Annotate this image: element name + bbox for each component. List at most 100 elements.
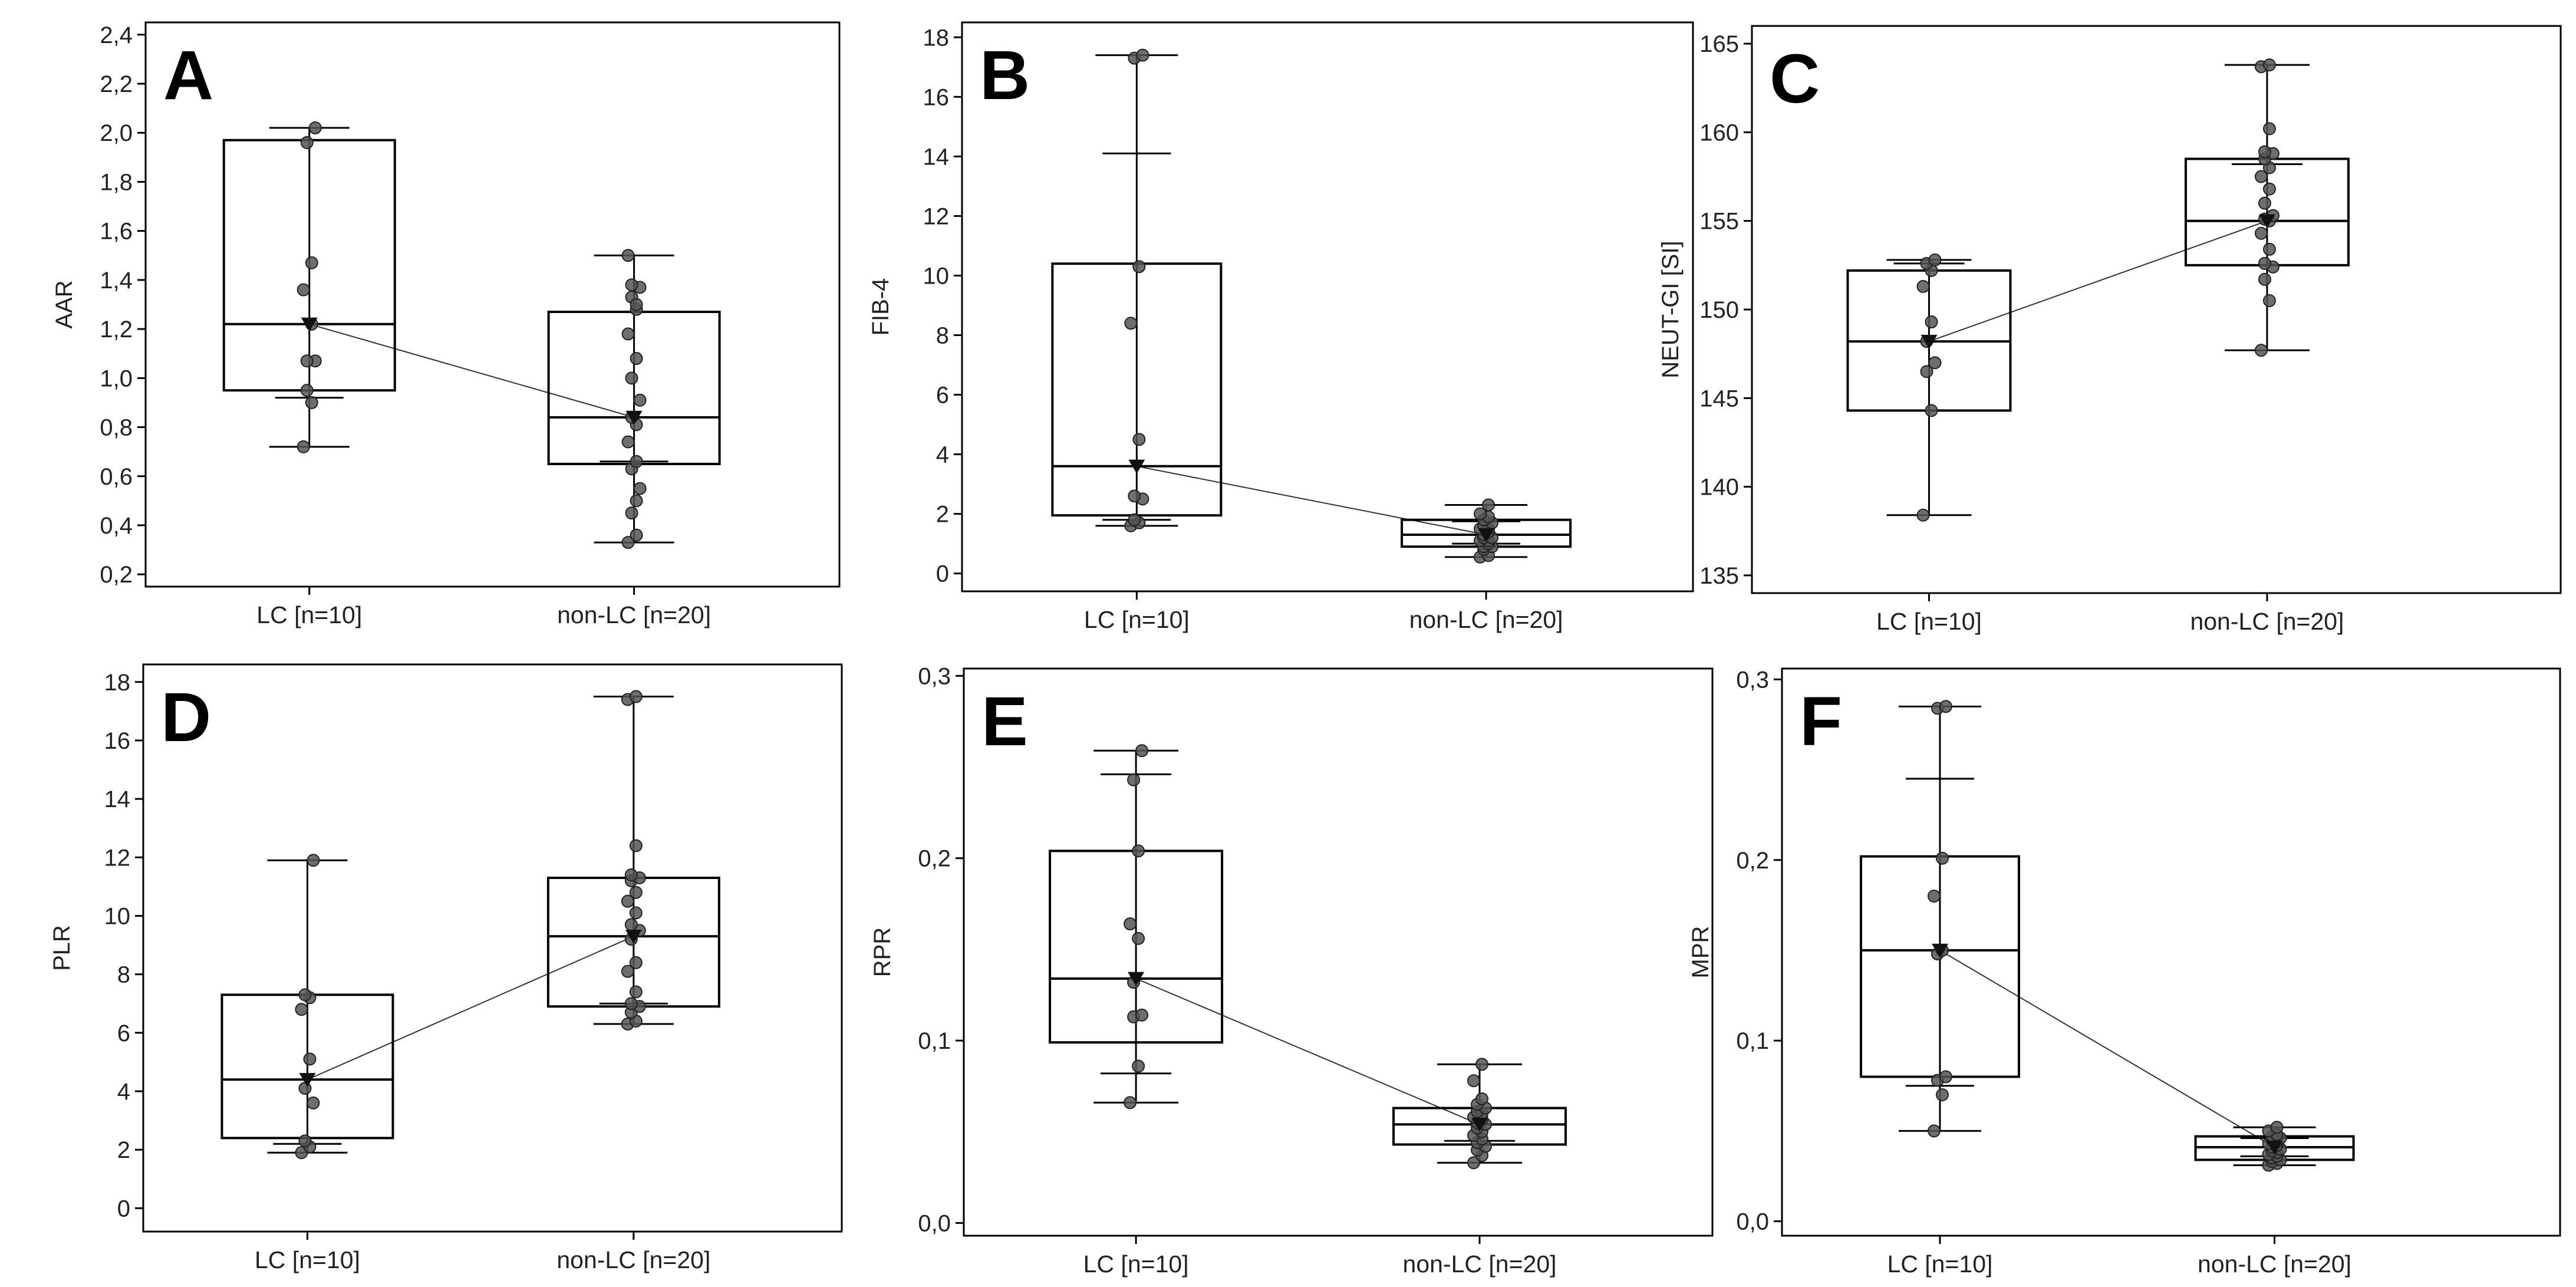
- data-point: [1935, 1088, 1949, 1102]
- y-tick-label: 0,2: [918, 846, 951, 872]
- y-tick-label: 0,1: [1736, 1028, 1769, 1054]
- y-tick-label: 0,1: [918, 1028, 951, 1054]
- y-tick-label: 10: [923, 263, 950, 289]
- y-tick-label: 14: [923, 144, 950, 170]
- y-tick-label: 1,0: [100, 366, 133, 391]
- y-axis-title: FIB-4: [868, 278, 894, 336]
- panel-letter: C: [1770, 40, 1820, 118]
- panel-letter: E: [981, 683, 1028, 761]
- data-point: [1128, 513, 1141, 526]
- data-point: [624, 918, 638, 931]
- y-axis-title: NEUT-GI [SI]: [1658, 241, 1684, 378]
- data-point: [1928, 253, 1942, 266]
- data-point: [1132, 260, 1146, 274]
- data-point: [621, 894, 634, 908]
- data-point: [308, 121, 322, 134]
- y-tick-label: 155: [1699, 209, 1739, 235]
- data-point: [305, 256, 318, 269]
- category-label: LC [n=10]: [1876, 608, 1982, 635]
- y-tick-label: 0,6: [100, 464, 133, 490]
- box-group-lc: [220, 854, 394, 1160]
- data-point: [1132, 844, 1145, 858]
- y-tick-label: 0,3: [918, 663, 951, 689]
- box-group-lc: [222, 121, 396, 453]
- data-point: [1474, 507, 1487, 521]
- data-point: [629, 956, 643, 969]
- data-point: [621, 327, 635, 341]
- box-group-non-lc: [1401, 498, 1572, 564]
- data-point: [2254, 226, 2268, 240]
- data-point: [2270, 1121, 2284, 1134]
- mean-marker: [2266, 1140, 2283, 1155]
- panel-d: D PLR 0 2 4 6 8 10 12 14 16 18 LC [n=10] non-LC [n=20…: [49, 663, 843, 1273]
- mean-marker: [1471, 1118, 1488, 1132]
- data-point: [1135, 1008, 1149, 1022]
- category-label: non-LC [n=20]: [1403, 1250, 1557, 1278]
- y-tick-label: 150: [1699, 297, 1739, 323]
- y-tick-label: 0,4: [100, 513, 133, 539]
- y-tick-label: 6: [117, 1021, 130, 1046]
- data-point: [624, 997, 638, 1010]
- box-group-non-lc: [1392, 1058, 1567, 1170]
- data-point: [1925, 315, 1938, 329]
- box-group-lc: [1859, 700, 2020, 1138]
- y-axis-title: PLR: [49, 925, 75, 971]
- data-point: [307, 1096, 320, 1110]
- y-tick-label: 2,4: [100, 22, 133, 48]
- data-point: [1916, 508, 1930, 522]
- y-tick-label: 12: [104, 845, 131, 871]
- mean-marker: [625, 410, 643, 425]
- data-point: [1132, 433, 1146, 446]
- panel-a: A AAR 0,2 0,4 0,6 0,8 1,0 1,2 1,4 1,6 1,8 2,0 2,2 2,4…: [51, 21, 841, 628]
- data-point: [1925, 404, 1938, 417]
- data-point: [629, 886, 643, 899]
- data-point: [297, 440, 310, 453]
- y-tick-label: 0,2: [1736, 848, 1769, 874]
- category-label: LC [n=10]: [1887, 1250, 1992, 1278]
- box-group-lc: [1051, 48, 1223, 532]
- y-tick-label: 1,2: [100, 317, 133, 343]
- data-point: [1124, 917, 1137, 931]
- category-label: LC [n=10]: [256, 601, 362, 628]
- panel-letter: B: [980, 37, 1030, 114]
- data-point: [2258, 145, 2271, 159]
- data-point: [625, 371, 638, 385]
- data-point: [630, 528, 643, 542]
- data-point: [298, 1082, 312, 1095]
- y-tick-label: 160: [1699, 120, 1739, 146]
- data-point: [2262, 58, 2276, 72]
- data-point: [298, 988, 312, 1002]
- data-point: [303, 1052, 317, 1066]
- y-tick-label: 145: [1699, 386, 1739, 412]
- data-point: [2262, 294, 2276, 307]
- y-tick-label: 0: [936, 561, 949, 587]
- data-point: [1916, 279, 1930, 293]
- data-point: [630, 298, 643, 311]
- category-label: LC [n=10]: [1083, 1250, 1189, 1278]
- y-tick-label: 140: [1699, 475, 1739, 501]
- y-tick-label: 1,8: [100, 169, 133, 195]
- data-point: [1475, 1092, 1489, 1106]
- category-label: non-LC [n=20]: [2190, 608, 2344, 635]
- plot-frame: [142, 663, 843, 1233]
- y-tick-label: 8: [936, 322, 949, 348]
- y-tick-label: 6: [936, 383, 949, 409]
- mean-connector-line: [1135, 977, 1480, 1125]
- mean-connector-line: [1137, 465, 1487, 535]
- y-tick-label: 135: [1699, 563, 1739, 589]
- y-tick-label: 4: [117, 1079, 130, 1105]
- y-tick-label: 0,8: [100, 415, 133, 441]
- panel-b: B FIB-4 0 2 4 6 8 10 12 14 16 18 LC [n=10] non-LC [n=…: [868, 21, 1694, 633]
- data-point: [2254, 170, 2268, 183]
- data-point: [1935, 851, 1949, 865]
- plot-frame: [961, 21, 1694, 593]
- data-point: [295, 1003, 308, 1016]
- data-point: [633, 482, 647, 495]
- data-point: [2262, 122, 2276, 136]
- box-group-lc: [1846, 253, 2012, 522]
- y-tick-label: 0,0: [1736, 1209, 1769, 1235]
- box-group-non-lc: [547, 249, 721, 549]
- data-point: [1127, 773, 1141, 786]
- category-label: non-LC [n=20]: [2198, 1250, 2351, 1278]
